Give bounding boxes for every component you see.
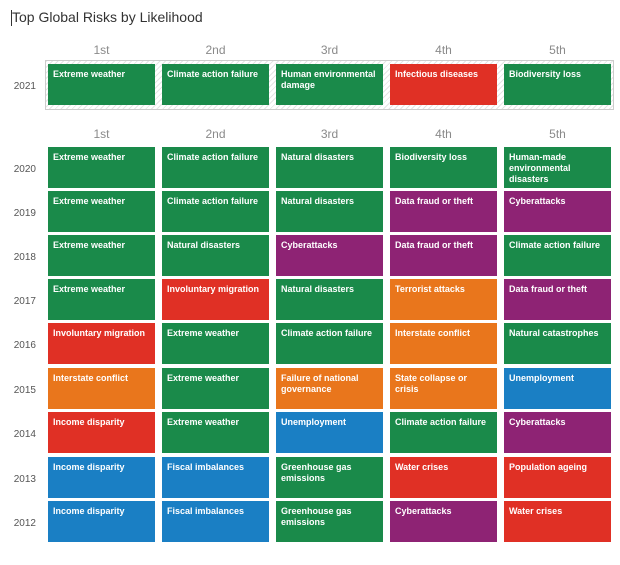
risk-cell: Natural disasters (162, 235, 269, 276)
risk-cell: Unemployment (504, 368, 611, 409)
risk-cell: Interstate conflict (48, 368, 155, 409)
risk-cell: Extreme weather (48, 235, 155, 276)
risk-cell: Water crises (504, 501, 611, 542)
risk-cell: State collapse or crisis (390, 368, 497, 409)
risk-cell: Fiscal imbalances (162, 457, 269, 498)
column-header: 5th (549, 43, 566, 57)
year-label: 2013 (13, 474, 36, 485)
column-header: 5th (549, 127, 566, 141)
chart-title: Top Global Risks by Likelihood (12, 9, 203, 25)
risk-cell: Infectious diseases (390, 64, 497, 105)
risk-cell: Population ageing (504, 457, 611, 498)
year-label: 2012 (13, 518, 36, 529)
risk-cell: Greenhouse gas emissions (276, 457, 383, 498)
risk-cell: Natural disasters (276, 191, 383, 232)
risk-cell: Extreme weather (162, 412, 269, 453)
risk-cell: Climate action failure (162, 64, 269, 105)
column-header: 1st (93, 43, 110, 57)
year-label: 2016 (13, 340, 36, 351)
risk-cell: Extreme weather (48, 191, 155, 232)
risk-cell: Climate action failure (162, 191, 269, 232)
risk-cell: Unemployment (276, 412, 383, 453)
column-header: 2nd (205, 127, 226, 141)
risk-cell: Income disparity (48, 501, 155, 542)
risk-cell: Fiscal imbalances (162, 501, 269, 542)
text-cursor (11, 10, 12, 26)
year-label: 2019 (13, 208, 36, 219)
risk-cell: Data fraud or theft (390, 235, 497, 276)
risk-cell: Cyberattacks (504, 412, 611, 453)
year-label: 2017 (13, 296, 36, 307)
risk-cell: Interstate conflict (390, 323, 497, 364)
risk-cell: Climate action failure (504, 235, 611, 276)
risk-cell: Biodiversity loss (504, 64, 611, 105)
risk-cell: Natural disasters (276, 279, 383, 320)
year-label: 2018 (13, 252, 36, 263)
risk-cell: Human environmental damage (276, 64, 383, 105)
column-header: 3rd (320, 127, 339, 141)
risk-cell: Climate action failure (276, 323, 383, 364)
risk-cell: Water crises (390, 457, 497, 498)
risk-cell: Data fraud or theft (504, 279, 611, 320)
column-header: 4th (435, 127, 452, 141)
risk-cell: Extreme weather (48, 279, 155, 320)
risk-cell: Cyberattacks (390, 501, 497, 542)
column-header: 4th (435, 43, 452, 57)
column-header: 2nd (205, 43, 226, 57)
risk-cell: Climate action failure (162, 147, 269, 188)
risk-cell: Natural catastrophes (504, 323, 611, 364)
risk-cell: Cyberattacks (504, 191, 611, 232)
risk-cell: Natural disasters (276, 147, 383, 188)
risk-cell: Greenhouse gas emissions (276, 501, 383, 542)
risk-cell: Income disparity (48, 457, 155, 498)
risk-cell: Extreme weather (48, 64, 155, 105)
year-label: 2020 (13, 164, 36, 175)
column-header: 3rd (320, 43, 339, 57)
risk-cell: Extreme weather (162, 323, 269, 364)
year-label: 2014 (13, 429, 36, 440)
risk-cell: Biodiversity loss (390, 147, 497, 188)
risk-cell: Terrorist attacks (390, 279, 497, 320)
risk-cell: Cyberattacks (276, 235, 383, 276)
risk-cell: Extreme weather (162, 368, 269, 409)
column-header: 1st (93, 127, 110, 141)
risk-cell: Failure of national governance (276, 368, 383, 409)
risk-cell: Extreme weather (48, 147, 155, 188)
risk-cell: Data fraud or theft (390, 191, 497, 232)
risk-cell: Human-made environmental disasters (504, 147, 611, 188)
risk-cell: Involuntary migration (48, 323, 155, 364)
year-label: 2021 (13, 81, 36, 92)
risk-cell: Climate action failure (390, 412, 497, 453)
risk-cell: Income disparity (48, 412, 155, 453)
risk-cell: Involuntary migration (162, 279, 269, 320)
year-label: 2015 (13, 385, 36, 396)
